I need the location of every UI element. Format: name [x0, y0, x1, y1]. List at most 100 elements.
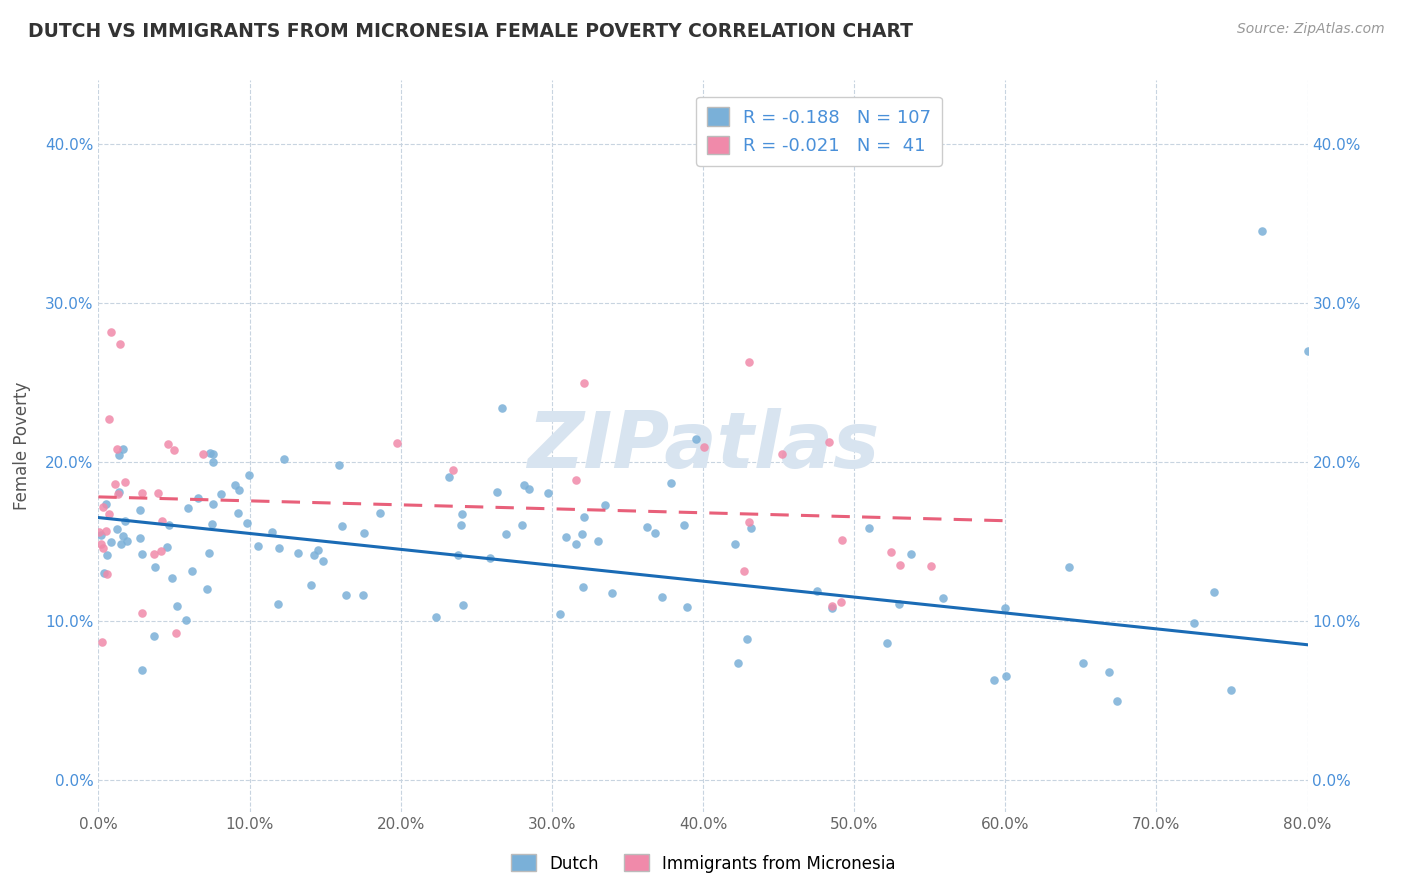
Point — [676, 599, 699, 614]
Point — [98, 412, 121, 426]
Point — [111, 442, 134, 457]
Point — [335, 587, 357, 601]
Point — [443, 463, 465, 477]
Point — [820, 599, 842, 614]
Text: ZIPatlas: ZIPatlas — [527, 408, 879, 484]
Point — [131, 607, 153, 621]
Point — [740, 521, 762, 535]
Point — [198, 446, 221, 460]
Point — [733, 564, 755, 578]
Point — [228, 483, 250, 497]
Point — [920, 558, 942, 573]
Point — [195, 582, 218, 596]
Point — [307, 542, 329, 557]
Point — [437, 470, 460, 484]
Point — [644, 526, 666, 541]
Point — [209, 487, 232, 501]
Point — [149, 543, 172, 558]
Point — [91, 541, 114, 556]
Point — [160, 571, 183, 585]
Point — [876, 636, 898, 650]
Point — [685, 432, 707, 446]
Point — [108, 448, 131, 462]
Point — [269, 541, 291, 555]
Point — [166, 599, 188, 613]
Point — [110, 537, 132, 551]
Point — [932, 591, 955, 606]
Point — [104, 477, 127, 491]
Point — [510, 517, 533, 532]
Point — [1202, 585, 1225, 599]
Point — [1219, 683, 1241, 698]
Point — [105, 442, 128, 456]
Point — [693, 440, 716, 454]
Point — [565, 474, 588, 488]
Point — [97, 507, 120, 521]
Point — [266, 598, 288, 612]
Point — [727, 656, 749, 670]
Point — [181, 564, 204, 578]
Point — [108, 484, 131, 499]
Point — [495, 526, 517, 541]
Point — [595, 498, 617, 512]
Point — [858, 521, 880, 535]
Point — [108, 337, 131, 351]
Point — [111, 529, 134, 543]
Point — [198, 546, 221, 560]
Point — [353, 525, 375, 540]
Point — [887, 597, 910, 611]
Point — [90, 528, 112, 542]
Point — [96, 524, 118, 538]
Point — [93, 566, 115, 581]
Point — [724, 536, 747, 550]
Point — [513, 478, 536, 492]
Point — [450, 517, 472, 532]
Point — [486, 485, 509, 500]
Legend: Dutch, Immigrants from Micronesia: Dutch, Immigrants from Micronesia — [503, 847, 903, 880]
Point — [96, 567, 118, 582]
Point — [1107, 694, 1129, 708]
Point — [157, 518, 180, 533]
Point — [287, 546, 309, 560]
Point — [246, 539, 269, 553]
Point — [770, 447, 793, 461]
Y-axis label: Female Poverty: Female Poverty — [13, 382, 31, 510]
Point — [87, 524, 110, 539]
Point — [165, 625, 187, 640]
Point — [806, 583, 828, 598]
Point — [564, 537, 586, 551]
Point — [368, 506, 391, 520]
Text: Source: ZipAtlas.com: Source: ZipAtlas.com — [1237, 22, 1385, 37]
Point — [129, 531, 152, 545]
Point — [131, 663, 153, 677]
Point — [1071, 656, 1094, 670]
Point — [821, 601, 844, 615]
Point — [571, 527, 593, 541]
Point — [818, 435, 841, 450]
Point — [260, 524, 283, 539]
Point — [131, 547, 153, 561]
Point — [602, 586, 624, 600]
Point — [157, 437, 180, 451]
Point — [146, 485, 169, 500]
Point — [900, 547, 922, 561]
Point — [187, 491, 209, 505]
Point — [672, 517, 695, 532]
Point — [352, 588, 374, 602]
Point — [226, 506, 249, 520]
Point — [129, 503, 152, 517]
Point — [105, 522, 128, 536]
Point — [202, 455, 225, 469]
Point — [114, 515, 136, 529]
Point — [1098, 665, 1121, 680]
Point — [330, 518, 353, 533]
Point — [131, 486, 153, 500]
Point — [150, 514, 173, 528]
Point — [588, 533, 610, 548]
Point — [100, 325, 122, 339]
Point — [659, 475, 682, 490]
Point — [735, 632, 758, 646]
Point — [880, 545, 903, 559]
Point — [100, 535, 122, 549]
Point — [142, 629, 165, 643]
